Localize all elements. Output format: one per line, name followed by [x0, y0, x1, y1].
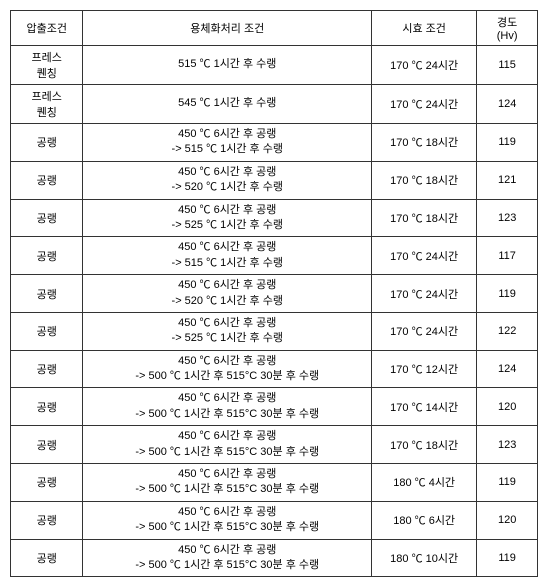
table-row: 공랭450 ℃ 6시간 후 공랭-> 520 ℃ 1시간 후 수랭170 ℃ 2…: [11, 275, 538, 313]
cell-extrusion: 공랭: [11, 124, 83, 162]
table-row: 공랭450 ℃ 6시간 후 공랭-> 520 ℃ 1시간 후 수랭170 ℃ 1…: [11, 161, 538, 199]
header-hardness: 경도(Hv): [477, 11, 538, 46]
cell-treatment: 450 ℃ 6시간 후 공랭-> 515 ℃ 1시간 후 수랭: [83, 237, 372, 275]
cell-hardness: 122: [477, 312, 538, 350]
cell-treatment: 450 ℃ 6시간 후 공랭-> 520 ℃ 1시간 후 수랭: [83, 275, 372, 313]
cell-aging: 180 ℃ 6시간: [372, 501, 477, 539]
table-row: 프레스퀜칭515 ℃ 1시간 후 수랭170 ℃ 24시간115: [11, 46, 538, 85]
cell-hardness: 119: [477, 275, 538, 313]
cell-aging: 170 ℃ 18시간: [372, 199, 477, 237]
cell-aging: 170 ℃ 18시간: [372, 124, 477, 162]
cell-aging: 170 ℃ 18시간: [372, 161, 477, 199]
cell-aging: 170 ℃ 24시간: [372, 237, 477, 275]
table-row: 공랭450 ℃ 6시간 후 공랭-> 515 ℃ 1시간 후 수랭170 ℃ 2…: [11, 237, 538, 275]
table-row: 공랭450 ℃ 6시간 후 공랭-> 525 ℃ 1시간 후 수랭170 ℃ 2…: [11, 312, 538, 350]
cell-extrusion: 공랭: [11, 464, 83, 502]
cell-treatment: 450 ℃ 6시간 후 공랭-> 500 ℃ 1시간 후 515°C 30분 후…: [83, 539, 372, 577]
cell-treatment: 450 ℃ 6시간 후 공랭-> 520 ℃ 1시간 후 수랭: [83, 161, 372, 199]
cell-extrusion: 공랭: [11, 161, 83, 199]
table-row: 공랭450 ℃ 6시간 후 공랭-> 500 ℃ 1시간 후 515°C 30분…: [11, 539, 538, 577]
cell-extrusion: 공랭: [11, 312, 83, 350]
cell-treatment: 450 ℃ 6시간 후 공랭-> 500 ℃ 1시간 후 515°C 30분 후…: [83, 350, 372, 388]
cell-aging: 170 ℃ 24시간: [372, 85, 477, 124]
cell-aging: 170 ℃ 24시간: [372, 46, 477, 85]
cell-treatment: 450 ℃ 6시간 후 공랭-> 500 ℃ 1시간 후 515°C 30분 후…: [83, 464, 372, 502]
cell-hardness: 124: [477, 350, 538, 388]
cell-hardness: 119: [477, 464, 538, 502]
cell-treatment: 450 ℃ 6시간 후 공랭-> 515 ℃ 1시간 후 수랭: [83, 124, 372, 162]
cell-aging: 170 ℃ 24시간: [372, 275, 477, 313]
cell-extrusion: 프레스퀜칭: [11, 85, 83, 124]
cell-aging: 180 ℃ 10시간: [372, 539, 477, 577]
cell-treatment: 450 ℃ 6시간 후 공랭-> 525 ℃ 1시간 후 수랭: [83, 312, 372, 350]
cell-treatment: 545 ℃ 1시간 후 수랭: [83, 85, 372, 124]
cell-extrusion: 공랭: [11, 539, 83, 577]
cell-extrusion: 공랭: [11, 350, 83, 388]
cell-hardness: 120: [477, 501, 538, 539]
cell-hardness: 119: [477, 124, 538, 162]
cell-extrusion: 공랭: [11, 199, 83, 237]
cell-hardness: 120: [477, 388, 538, 426]
cell-treatment: 450 ℃ 6시간 후 공랭-> 500 ℃ 1시간 후 515°C 30분 후…: [83, 501, 372, 539]
cell-hardness: 119: [477, 539, 538, 577]
cell-treatment: 450 ℃ 6시간 후 공랭-> 525 ℃ 1시간 후 수랭: [83, 199, 372, 237]
cell-hardness: 115: [477, 46, 538, 85]
header-row: 압출조건 용체화처리 조건 시효 조건 경도(Hv): [11, 11, 538, 46]
cell-treatment: 450 ℃ 6시간 후 공랭-> 500 ℃ 1시간 후 515°C 30분 후…: [83, 388, 372, 426]
cell-extrusion: 공랭: [11, 275, 83, 313]
header-aging: 시효 조건: [372, 11, 477, 46]
cell-aging: 180 ℃ 4시간: [372, 464, 477, 502]
table-row: 공랭450 ℃ 6시간 후 공랭-> 500 ℃ 1시간 후 515°C 30분…: [11, 388, 538, 426]
cell-aging: 170 ℃ 24시간: [372, 312, 477, 350]
cell-aging: 170 ℃ 12시간: [372, 350, 477, 388]
cell-hardness: 124: [477, 85, 538, 124]
cell-aging: 170 ℃ 18시간: [372, 426, 477, 464]
cell-treatment: 515 ℃ 1시간 후 수랭: [83, 46, 372, 85]
heat-treatment-table: 압출조건 용체화처리 조건 시효 조건 경도(Hv) 프레스퀜칭515 ℃ 1시…: [10, 10, 538, 577]
cell-extrusion: 프레스퀜칭: [11, 46, 83, 85]
table-row: 공랭450 ℃ 6시간 후 공랭-> 500 ℃ 1시간 후 515°C 30분…: [11, 501, 538, 539]
table-row: 공랭450 ℃ 6시간 후 공랭-> 500 ℃ 1시간 후 515°C 30분…: [11, 350, 538, 388]
cell-hardness: 121: [477, 161, 538, 199]
table-row: 공랭450 ℃ 6시간 후 공랭-> 515 ℃ 1시간 후 수랭170 ℃ 1…: [11, 124, 538, 162]
table-row: 공랭450 ℃ 6시간 후 공랭-> 500 ℃ 1시간 후 515°C 30분…: [11, 426, 538, 464]
cell-aging: 170 ℃ 14시간: [372, 388, 477, 426]
cell-treatment: 450 ℃ 6시간 후 공랭-> 500 ℃ 1시간 후 515°C 30분 후…: [83, 426, 372, 464]
table-row: 프레스퀜칭545 ℃ 1시간 후 수랭170 ℃ 24시간124: [11, 85, 538, 124]
table-row: 공랭450 ℃ 6시간 후 공랭-> 525 ℃ 1시간 후 수랭170 ℃ 1…: [11, 199, 538, 237]
cell-extrusion: 공랭: [11, 237, 83, 275]
cell-hardness: 117: [477, 237, 538, 275]
cell-extrusion: 공랭: [11, 501, 83, 539]
header-treatment: 용체화처리 조건: [83, 11, 372, 46]
cell-extrusion: 공랭: [11, 426, 83, 464]
table-row: 공랭450 ℃ 6시간 후 공랭-> 500 ℃ 1시간 후 515°C 30분…: [11, 464, 538, 502]
cell-hardness: 123: [477, 199, 538, 237]
header-extrusion: 압출조건: [11, 11, 83, 46]
cell-hardness: 123: [477, 426, 538, 464]
cell-extrusion: 공랭: [11, 388, 83, 426]
